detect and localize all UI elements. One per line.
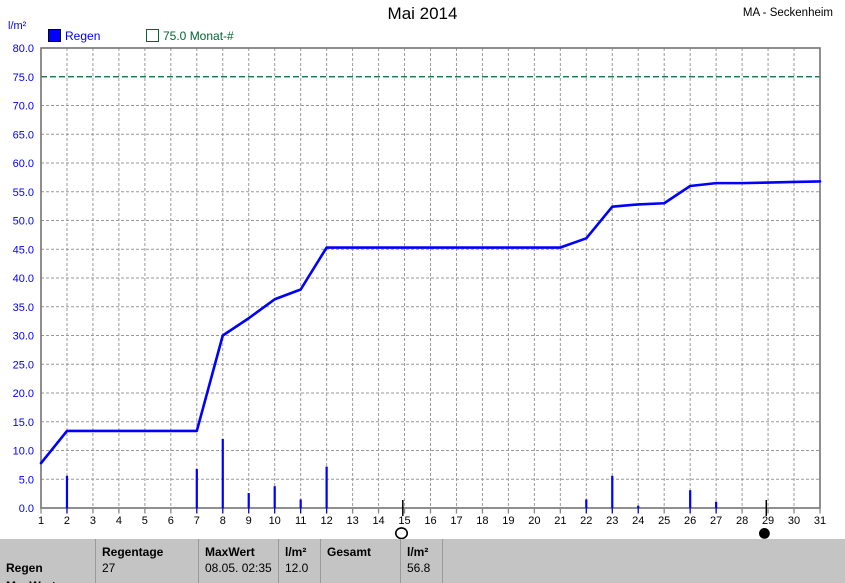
svg-text:27: 27	[710, 515, 722, 527]
svg-text:15.0: 15.0	[13, 417, 34, 429]
svg-text:22: 22	[580, 515, 592, 527]
svg-text:8: 8	[220, 515, 226, 527]
svg-text:18: 18	[476, 515, 488, 527]
svg-text:10.0: 10.0	[13, 446, 34, 458]
svg-text:23: 23	[606, 515, 618, 527]
svg-text:5.0: 5.0	[19, 474, 34, 486]
svg-text:15: 15	[398, 515, 410, 527]
svg-text:16: 16	[424, 515, 436, 527]
svg-text:17: 17	[450, 515, 462, 527]
svg-text:29: 29	[762, 515, 774, 527]
svg-text:12: 12	[321, 515, 333, 527]
svg-text:24: 24	[632, 515, 644, 527]
svg-text:40.0: 40.0	[13, 273, 34, 285]
svg-text:60.0: 60.0	[13, 158, 34, 170]
svg-text:4: 4	[116, 515, 122, 527]
svg-text:50.0: 50.0	[13, 216, 34, 228]
svg-text:3: 3	[90, 515, 96, 527]
svg-text:80.0: 80.0	[13, 43, 34, 55]
svg-text:25: 25	[658, 515, 670, 527]
svg-text:35.0: 35.0	[13, 302, 34, 314]
svg-text:20: 20	[528, 515, 540, 527]
svg-text:20.0: 20.0	[13, 388, 34, 400]
svg-text:13: 13	[346, 515, 358, 527]
svg-text:21: 21	[554, 515, 566, 527]
svg-text:55.0: 55.0	[13, 187, 34, 199]
svg-text:7: 7	[194, 515, 200, 527]
svg-text:28: 28	[736, 515, 748, 527]
svg-text:5: 5	[142, 515, 148, 527]
svg-text:26: 26	[684, 515, 696, 527]
svg-text:70.0: 70.0	[13, 101, 34, 113]
svg-text:31: 31	[814, 515, 826, 527]
svg-text:30: 30	[788, 515, 800, 527]
svg-text:75.0: 75.0	[13, 72, 34, 84]
svg-text:9: 9	[246, 515, 252, 527]
svg-text:45.0: 45.0	[13, 244, 34, 256]
svg-text:1: 1	[38, 515, 44, 527]
svg-text:25.0: 25.0	[13, 359, 34, 371]
svg-text:14: 14	[372, 515, 384, 527]
svg-text:30.0: 30.0	[13, 331, 34, 343]
svg-text:2: 2	[64, 515, 70, 527]
svg-text:10: 10	[269, 515, 281, 527]
svg-text:6: 6	[168, 515, 174, 527]
svg-text:65.0: 65.0	[13, 129, 34, 141]
svg-text:11: 11	[295, 515, 306, 527]
svg-text:19: 19	[502, 515, 514, 527]
svg-text:0.0: 0.0	[19, 503, 34, 515]
